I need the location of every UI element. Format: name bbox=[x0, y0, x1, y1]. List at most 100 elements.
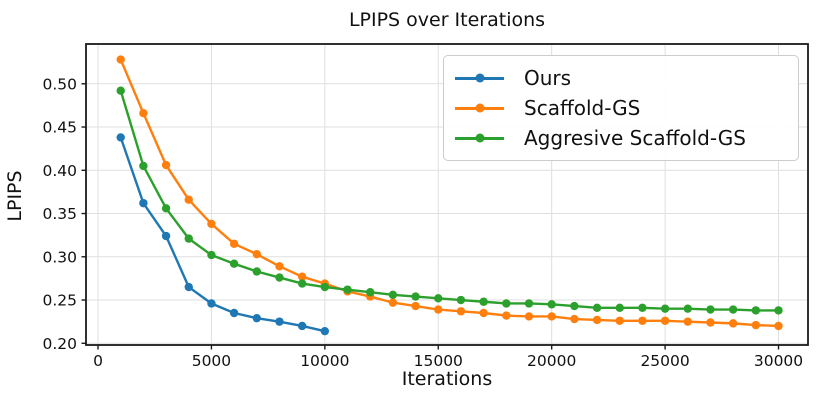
data-point-scaffold-gs bbox=[456, 307, 466, 316]
data-point-aggresive-scaffold-gs bbox=[388, 290, 398, 300]
data-point-aggresive-scaffold-gs bbox=[570, 301, 579, 311]
legend-marker-dot-icon bbox=[475, 73, 484, 83]
data-point-scaffold-gs bbox=[297, 272, 307, 281]
chart-title: LPIPS over Iterations bbox=[348, 9, 546, 31]
data-point-aggresive-scaffold-gs bbox=[229, 259, 239, 268]
legend-line-swatch bbox=[455, 73, 504, 83]
data-point-scaffold-gs bbox=[615, 316, 624, 325]
data-point-aggresive-scaffold-gs bbox=[547, 300, 556, 309]
data-point-aggresive-scaffold-gs bbox=[774, 306, 783, 315]
x-tick-label: 25000 bbox=[640, 352, 689, 370]
data-point-aggresive-scaffold-gs bbox=[728, 305, 738, 314]
y-tick-label: 0.45 bbox=[42, 119, 77, 137]
data-point-aggresive-scaffold-gs bbox=[161, 204, 171, 213]
x-tick-label: 15000 bbox=[414, 352, 463, 370]
data-point-scaffold-gs bbox=[728, 319, 738, 328]
data-point-scaffold-gs bbox=[592, 315, 602, 325]
data-point-aggresive-scaffold-gs bbox=[706, 305, 715, 314]
data-point-aggresive-scaffold-gs bbox=[252, 267, 262, 276]
data-point-ours bbox=[297, 321, 307, 331]
legend-label: Aggresive Scaffold-GS bbox=[524, 126, 746, 150]
data-point-scaffold-gs bbox=[434, 305, 443, 314]
data-point-aggresive-scaffold-gs bbox=[456, 295, 466, 305]
legend-item-ours: Ours bbox=[455, 67, 792, 89]
data-point-aggresive-scaffold-gs bbox=[592, 303, 602, 313]
data-point-aggresive-scaffold-gs bbox=[683, 304, 692, 313]
data-point-scaffold-gs bbox=[638, 316, 647, 325]
legend-label: Ours bbox=[524, 66, 572, 90]
data-point-aggresive-scaffold-gs bbox=[366, 288, 375, 297]
data-point-scaffold-gs bbox=[275, 262, 284, 271]
data-point-scaffold-gs bbox=[683, 317, 692, 326]
data-point-scaffold-gs bbox=[207, 219, 216, 229]
data-point-scaffold-gs bbox=[139, 108, 148, 118]
data-point-scaffold-gs bbox=[411, 301, 420, 311]
y-tick-label: 0.35 bbox=[42, 205, 77, 223]
data-point-scaffold-gs bbox=[116, 55, 125, 64]
data-point-aggresive-scaffold-gs bbox=[434, 294, 443, 303]
x-tick-label: 30000 bbox=[754, 352, 803, 370]
plot-border bbox=[85, 43, 809, 346]
data-point-aggresive-scaffold-gs bbox=[751, 306, 761, 315]
data-point-scaffold-gs bbox=[184, 195, 193, 204]
y-tick-label: 0.40 bbox=[42, 162, 77, 180]
data-point-ours bbox=[320, 326, 330, 336]
data-point-aggresive-scaffold-gs bbox=[411, 292, 420, 301]
legend-item-scaffold-gs: Scaffold-GS bbox=[455, 97, 792, 119]
series-line-ours bbox=[119, 136, 327, 333]
data-point-aggresive-scaffold-gs bbox=[524, 299, 534, 308]
legend-label: Scaffold-GS bbox=[524, 96, 641, 120]
legend-line-swatch bbox=[455, 133, 504, 143]
data-point-scaffold-gs bbox=[547, 312, 556, 321]
data-point-ours bbox=[207, 299, 216, 308]
data-point-scaffold-gs bbox=[252, 249, 262, 259]
data-point-aggresive-scaffold-gs bbox=[139, 161, 148, 171]
data-point-ours bbox=[229, 308, 239, 318]
data-point-scaffold-gs bbox=[161, 160, 171, 170]
x-tick-label: 10000 bbox=[300, 352, 349, 370]
data-point-aggresive-scaffold-gs bbox=[297, 279, 307, 288]
data-point-ours bbox=[139, 198, 148, 208]
data-point-scaffold-gs bbox=[388, 298, 398, 307]
data-point-scaffold-gs bbox=[751, 320, 761, 330]
data-point-ours bbox=[161, 231, 171, 241]
data-point-aggresive-scaffold-gs bbox=[660, 304, 670, 313]
x-tick-label: 20000 bbox=[527, 352, 576, 370]
data-point-scaffold-gs bbox=[660, 316, 670, 325]
data-point-aggresive-scaffold-gs bbox=[502, 299, 511, 308]
data-point-aggresive-scaffold-gs bbox=[479, 297, 488, 306]
legend-line-swatch bbox=[455, 103, 504, 113]
data-point-scaffold-gs bbox=[479, 308, 488, 318]
data-point-aggresive-scaffold-gs bbox=[184, 234, 193, 243]
y-tick-label: 0.50 bbox=[42, 75, 77, 93]
x-tick-label: 5000 bbox=[192, 352, 231, 370]
data-point-scaffold-gs bbox=[502, 311, 511, 320]
data-point-aggresive-scaffold-gs bbox=[638, 303, 647, 313]
data-point-ours bbox=[275, 317, 284, 326]
data-point-scaffold-gs bbox=[570, 314, 579, 324]
y-tick-label: 0.30 bbox=[42, 248, 77, 266]
data-point-aggresive-scaffold-gs bbox=[615, 303, 624, 313]
data-point-scaffold-gs bbox=[524, 312, 534, 321]
data-point-scaffold-gs bbox=[706, 318, 715, 327]
y-tick-label: 0.20 bbox=[42, 335, 77, 353]
x-axis-label: Iterations bbox=[401, 368, 493, 390]
data-point-ours bbox=[184, 282, 193, 292]
data-point-scaffold-gs bbox=[229, 239, 239, 249]
data-point-aggresive-scaffold-gs bbox=[275, 273, 284, 282]
x-tick-label: 0 bbox=[93, 352, 103, 370]
legend-item-aggresive-scaffold-gs: Aggresive Scaffold-GS bbox=[455, 127, 792, 149]
data-point-ours bbox=[116, 133, 125, 142]
data-point-aggresive-scaffold-gs bbox=[116, 86, 125, 95]
legend-marker-dot-icon bbox=[475, 103, 484, 113]
legend-marker-dot-icon bbox=[475, 133, 484, 143]
data-point-aggresive-scaffold-gs bbox=[320, 282, 330, 292]
y-tick-label: 0.25 bbox=[42, 292, 77, 310]
data-point-ours bbox=[252, 313, 262, 323]
legend: Ours Scaffold-GS Aggresive Scaffold-GS bbox=[443, 55, 799, 161]
data-point-aggresive-scaffold-gs bbox=[207, 250, 216, 260]
data-point-aggresive-scaffold-gs bbox=[343, 285, 352, 294]
data-point-scaffold-gs bbox=[774, 321, 783, 331]
